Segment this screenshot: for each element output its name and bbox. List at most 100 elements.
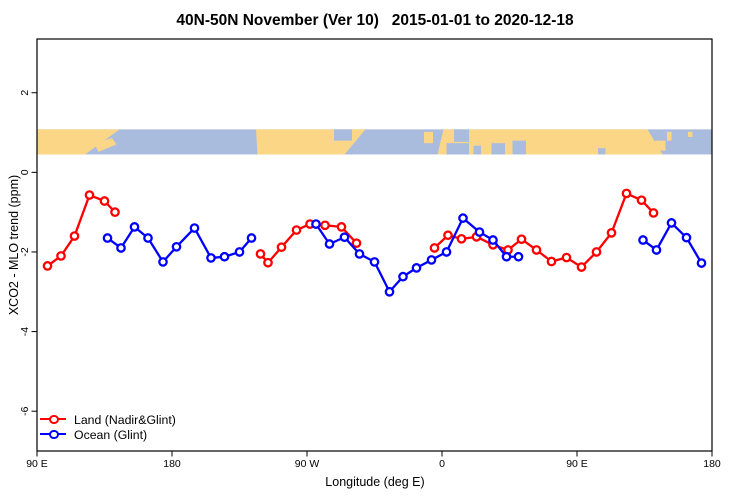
ocean-data-point (513, 251, 524, 262)
land-data-point (591, 247, 602, 257)
map-strip-water (446, 143, 469, 155)
map-strip-land (688, 131, 693, 137)
land-data-point (69, 231, 80, 241)
map-strip-water (473, 145, 481, 155)
land-data-point (110, 207, 120, 218)
legend: Land (Nadir&Glint) Ocean (Glint) (40, 412, 176, 442)
land-data-point (99, 196, 110, 206)
ocean-data-point (206, 253, 216, 263)
land-data-point (276, 242, 287, 253)
ocean-data-point (398, 271, 408, 282)
map-strip-land (424, 131, 433, 144)
ocean-data-point (638, 235, 648, 245)
x-axis-label: Longitude (deg E) (325, 475, 425, 489)
ocean-data-point (384, 286, 395, 297)
ocean-data-point (324, 239, 335, 249)
plot-border (36, 38, 713, 452)
land-data-point (255, 249, 266, 259)
legend-label-ocean: Ocean (Glint) (74, 427, 148, 442)
ocean-data-point (696, 258, 707, 268)
ocean-series-line (642, 221, 703, 264)
ocean-data-point (158, 257, 168, 267)
ocean-data-point (501, 251, 512, 262)
x-tick-label: 180 (703, 458, 721, 470)
land-data-point (621, 188, 632, 199)
y-tick-label: -2 (19, 247, 31, 256)
land-data-point (516, 234, 527, 245)
map-strip-land (94, 138, 117, 152)
map-strip-land (37, 129, 120, 155)
ocean-key-circle-icon (49, 429, 59, 439)
map-strip-water (334, 129, 352, 141)
ocean-data-point (681, 232, 692, 243)
land-data-point (429, 243, 440, 253)
ocean-series-line (315, 216, 519, 293)
ocean-data-point (666, 218, 677, 228)
map-strip-water (491, 143, 505, 155)
ocean-data-point (246, 233, 257, 243)
chart-title: 40N-50N November (Ver 10) 2015-01-01 to … (176, 12, 574, 29)
map-strip-land (437, 129, 663, 155)
ocean-data-point (143, 233, 153, 243)
land-data-point (42, 261, 53, 271)
land-data-point (576, 262, 587, 272)
y-tick-label: 2 (19, 90, 31, 96)
x-tick-label: 90 E (566, 458, 588, 470)
land-data-point (291, 225, 302, 235)
land-data-point (636, 195, 647, 206)
ocean-data-point (369, 257, 380, 267)
land-data-point (546, 256, 557, 267)
ocean-data-point (441, 247, 452, 257)
ocean-data-point (129, 222, 140, 232)
land-data-point (336, 222, 347, 232)
land-data-point (561, 252, 572, 263)
map-strip-land (667, 131, 672, 141)
map-strip-water (598, 148, 606, 155)
ocean-data-point (219, 251, 230, 262)
ocean-data-point (474, 227, 485, 237)
x-tick-label: 0 (439, 458, 445, 470)
x-tick-label: 90 E (26, 458, 48, 470)
ocean-data-point (411, 263, 422, 273)
land-data-point (531, 245, 542, 255)
ocean-data-point (651, 245, 662, 255)
land-data-point (443, 230, 453, 241)
land-data-point (648, 208, 659, 218)
ocean-data-point (458, 213, 468, 223)
ocean-data-point (311, 219, 321, 229)
y-tick-label: -4 (19, 327, 31, 336)
ocean-data-point (189, 223, 200, 233)
ocean-data-point (171, 241, 182, 252)
land-data-point (84, 190, 95, 200)
ocean-data-point (426, 255, 437, 265)
legend-item-ocean: Ocean (Glint) (40, 427, 176, 442)
y-tick-label: -6 (19, 406, 31, 415)
land-series-line (433, 192, 655, 269)
x-tick-label: 180 (163, 458, 181, 470)
ocean-data-point (116, 243, 126, 253)
land-data-point (606, 228, 617, 238)
map-strip-water (454, 129, 469, 142)
land-key-circle-icon (49, 414, 59, 424)
ocean-data-point (488, 235, 498, 245)
ocean-data-point (234, 247, 245, 257)
ocean-data-point (102, 233, 113, 243)
x-tick-label: 90 W (295, 458, 320, 470)
land-data-point (263, 257, 273, 268)
map-strip-water (512, 140, 526, 155)
land-series-key-icon (40, 414, 66, 426)
land-data-point (320, 220, 330, 231)
land-data-point (56, 251, 66, 261)
ocean-series-key-icon (40, 429, 66, 441)
legend-item-land: Land (Nadir&Glint) (40, 412, 176, 427)
ocean-data-point (339, 232, 350, 243)
map-strip-land (655, 140, 666, 151)
y-axis-label: XCO2 - MLO trend (ppm) (7, 174, 21, 316)
ocean-data-point (354, 249, 365, 259)
y-tick-label: 0 (19, 169, 31, 175)
legend-label-land: Land (Nadir&Glint) (74, 412, 176, 427)
land-data-point (351, 238, 362, 249)
land-data-point (456, 233, 467, 244)
